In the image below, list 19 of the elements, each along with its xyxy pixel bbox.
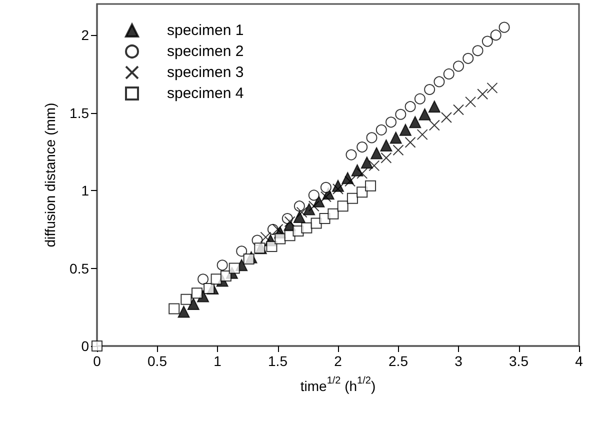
x-tick-label: 1.5 [268, 353, 288, 369]
x-tick-label: 4 [575, 353, 584, 369]
legend-label: specimen 2 [167, 43, 244, 60]
x-tick-label: 2.5 [388, 353, 408, 369]
y-tick-label: 1.5 [70, 104, 90, 121]
legend-label: specimen 3 [167, 64, 244, 81]
y-axis-title: diffusion distance (mm) [42, 102, 58, 248]
x-tick-label: 0 [93, 353, 102, 369]
y-tick-label: 0.5 [70, 260, 90, 276]
legend-label: specimen 1 [167, 22, 244, 39]
x-tick-label: 2 [334, 353, 342, 369]
y-tick-label: 1 [81, 182, 90, 199]
x-tick-label: 3.5 [509, 353, 529, 369]
y-tick-label: 0 [81, 338, 90, 354]
y-tick-label: 2 [81, 27, 90, 44]
x-tick-label: 1 [214, 353, 222, 369]
x-tick-label: 0.5 [148, 353, 168, 369]
x-tick-label: 3 [454, 353, 463, 369]
legend-label: specimen 4 [167, 85, 244, 102]
